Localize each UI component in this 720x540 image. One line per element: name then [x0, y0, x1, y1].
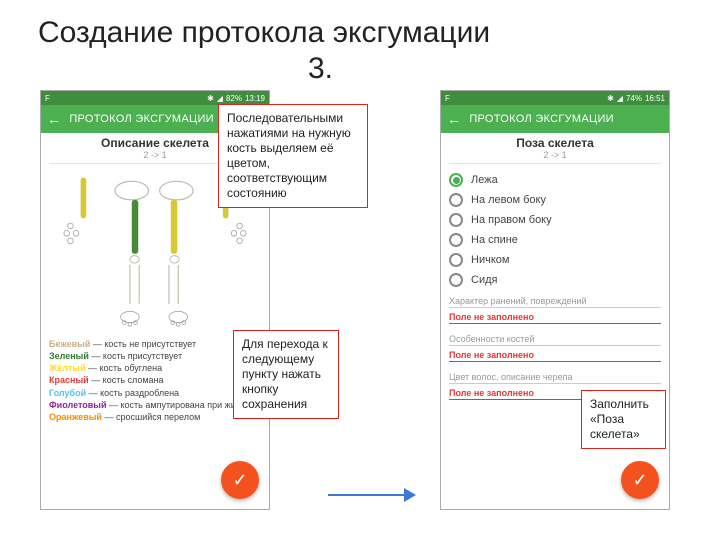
signal-icon: ◢ — [617, 94, 623, 103]
callout-sequential-tap: Последовательными нажатиями на нужную ко… — [218, 104, 368, 208]
statusbar: F ✱ ◢ 74% 16:51 — [441, 91, 669, 105]
slide-step: 3. — [308, 52, 333, 86]
bluetooth-icon: ✱ — [207, 94, 214, 103]
status-icon-f: F — [45, 94, 50, 103]
slide-title: Создание протокола эксгумации — [38, 14, 678, 52]
status-icon-f: F — [445, 94, 450, 103]
radio-label: Ничком — [471, 254, 509, 266]
section-crumb: 2 -> 1 — [441, 150, 669, 160]
signal-icon: ◢ — [217, 94, 223, 103]
statusbar: F ✱ ◢ 82% 13:19 — [41, 91, 269, 105]
radio-icon — [449, 253, 463, 267]
radio-icon — [449, 213, 463, 227]
divider — [449, 163, 661, 164]
appbar-title: ПРОТОКОЛ ЭКСГУМАЦИИ — [469, 113, 614, 125]
time-text: 16:51 — [645, 94, 665, 103]
legend-row: Голубой — кость раздроблена — [49, 387, 261, 399]
bone-left-femur[interactable] — [132, 200, 139, 254]
radio-option[interactable]: На левом боку — [449, 190, 661, 210]
radio-label: На спине — [471, 234, 518, 246]
legend-row: Зеленый — кость присутствует — [49, 350, 261, 362]
arrow-icon — [326, 484, 416, 506]
field-error-underline — [449, 361, 661, 362]
field-error-underline — [449, 323, 661, 324]
legend-row: Жёлтый — кость обуглена — [49, 362, 261, 374]
bone-left-upper[interactable] — [81, 178, 87, 219]
radio-option[interactable]: Сидя — [449, 270, 661, 290]
radio-label: На левом боку — [471, 194, 546, 206]
legend-row: Бежевый — кость не присутствует — [49, 338, 261, 350]
legend-key: Красный — [49, 375, 89, 385]
check-icon: ✓ — [232, 470, 247, 491]
legend-key: Бежевый — [49, 339, 90, 349]
field-underline — [449, 383, 661, 384]
callout-press-save: Для перехода к следующему пункту нажать … — [233, 330, 339, 419]
field-error: Поле не заполнено — [449, 350, 661, 360]
radio-option[interactable]: Лежа — [449, 170, 661, 190]
section-header: Поза скелета 2 -> 1 — [441, 133, 669, 161]
radio-label: Сидя — [471, 274, 497, 286]
legend-row: Фиолетовый — кость ампутирована при жизн… — [49, 399, 261, 411]
callout-fill-pose: Заполнить «Поза скелета» — [581, 390, 666, 449]
bone-right-femur[interactable] — [171, 200, 178, 254]
bluetooth-icon: ✱ — [607, 94, 614, 103]
legend-row: Красный — кость сломана — [49, 374, 261, 386]
radio-icon — [449, 193, 463, 207]
radio-icon — [449, 173, 463, 187]
radio-icon — [449, 233, 463, 247]
battery-text: 74% — [626, 94, 642, 103]
radio-icon — [449, 273, 463, 287]
radio-label: Лежа — [471, 174, 498, 186]
legend-row: Оранжевый — сросшийся перелом — [49, 411, 261, 423]
legend-key: Жёлтый — [49, 363, 85, 373]
legend-text: — кость сломана — [89, 375, 164, 385]
back-icon[interactable]: ← — [47, 111, 61, 127]
radio-option[interactable]: Ничком — [449, 250, 661, 270]
appbar-title: ПРОТОКОЛ ЭКСГУМАЦИИ — [69, 113, 214, 125]
battery-text: 82% — [226, 94, 242, 103]
field-error: Поле не заполнено — [449, 312, 661, 322]
section-title: Поза скелета — [441, 136, 669, 150]
save-fab[interactable]: ✓ — [621, 461, 659, 499]
legend-key: Зеленый — [49, 351, 89, 361]
legend-text: — кость присутствует — [89, 351, 182, 361]
pose-radio-list: Лежа На левом боку На правом боку На спине Н… — [441, 166, 669, 294]
field-underline — [449, 307, 661, 308]
radio-label: На правом боку — [471, 214, 552, 226]
back-icon[interactable]: ← — [447, 111, 461, 127]
legend-text: — кость обуглена — [85, 363, 162, 373]
form-field[interactable]: Особенности костей Поле не заполнено — [441, 332, 669, 370]
radio-option[interactable]: На правом боку — [449, 210, 661, 230]
appbar: ← ПРОТОКОЛ ЭКСГУМАЦИИ — [441, 105, 669, 133]
form-field[interactable]: Характер ранений, повреждений Поле не зап… — [441, 294, 669, 332]
field-label: Цвет волос, описание черепа — [449, 372, 661, 382]
check-icon: ✓ — [632, 470, 647, 491]
field-underline — [449, 345, 661, 346]
time-text: 13:19 — [245, 94, 265, 103]
legend-text: — кость раздроблена — [86, 388, 179, 398]
legend-text: — сросшийся перелом — [102, 412, 200, 422]
legend-key: Оранжевый — [49, 412, 102, 422]
legend-key: Голубой — [49, 388, 86, 398]
radio-option[interactable]: На спине — [449, 230, 661, 250]
legend-text: — кость ампутирована при жизни — [107, 400, 250, 410]
legend-text: — кость не присутствует — [90, 339, 196, 349]
save-fab[interactable]: ✓ — [221, 461, 259, 499]
legend-key: Фиолетовый — [49, 400, 107, 410]
field-label: Особенности костей — [449, 334, 661, 344]
field-label: Характер ранений, повреждений — [449, 296, 661, 306]
